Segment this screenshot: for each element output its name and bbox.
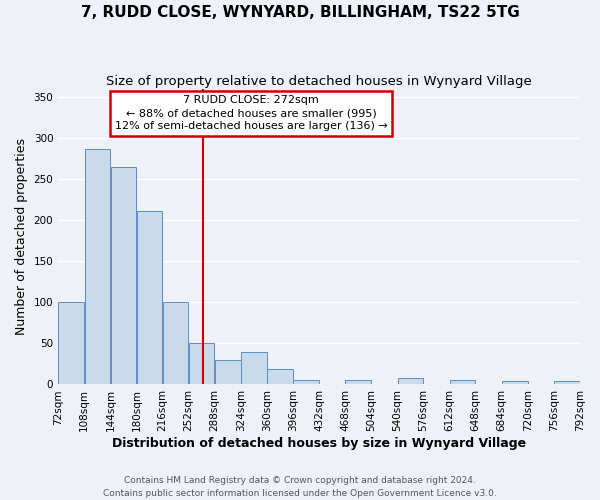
Bar: [85, 149, 110, 384]
Bar: [502, 381, 527, 384]
Bar: [554, 381, 580, 384]
Bar: [293, 380, 319, 384]
X-axis label: Distribution of detached houses by size in Wynyard Village: Distribution of detached houses by size …: [112, 437, 526, 450]
Text: 7 RUDD CLOSE: 272sqm
← 88% of detached houses are smaller (995)
12% of semi-deta: 7 RUDD CLOSE: 272sqm ← 88% of detached h…: [115, 95, 388, 132]
Text: 7, RUDD CLOSE, WYNYARD, BILLINGHAM, TS22 5TG: 7, RUDD CLOSE, WYNYARD, BILLINGHAM, TS22…: [80, 5, 520, 20]
Bar: [215, 360, 241, 384]
Bar: [58, 302, 84, 384]
Text: Contains HM Land Registry data © Crown copyright and database right 2024.
Contai: Contains HM Land Registry data © Crown c…: [103, 476, 497, 498]
Bar: [163, 302, 188, 384]
Bar: [450, 380, 475, 384]
Bar: [346, 380, 371, 384]
Title: Size of property relative to detached houses in Wynyard Village: Size of property relative to detached ho…: [106, 75, 532, 88]
Bar: [398, 378, 423, 384]
Bar: [267, 369, 293, 384]
Y-axis label: Number of detached properties: Number of detached properties: [15, 138, 28, 336]
Bar: [110, 167, 136, 384]
Bar: [241, 352, 266, 384]
Bar: [189, 344, 214, 384]
Bar: [137, 212, 162, 384]
